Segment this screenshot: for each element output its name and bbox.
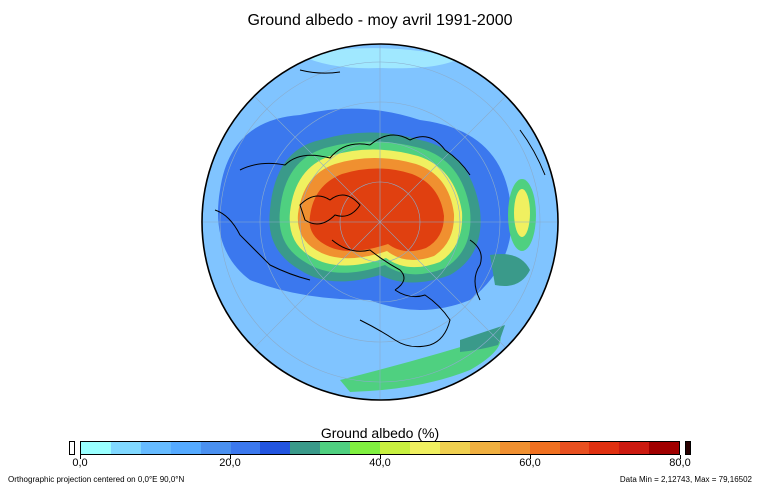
legend-swatch xyxy=(110,442,141,454)
legend-tick-mark xyxy=(230,455,231,459)
legend-swatch xyxy=(649,442,680,454)
legend-swatch xyxy=(320,442,351,454)
legend-swatch xyxy=(140,442,171,454)
legend-tick-label: 0,0 xyxy=(72,457,88,469)
data-range-note: Data Min = 2,12743, Max = 79,16502 xyxy=(619,475,752,484)
legend-title: Ground albedo (%) xyxy=(320,425,440,441)
legend-swatch xyxy=(81,442,111,454)
legend-swatch xyxy=(589,442,620,454)
legend-under-range xyxy=(69,441,75,455)
legend-swatch xyxy=(200,442,231,454)
legend-tick-mark xyxy=(80,455,81,459)
legend-tick-label: 60,0 xyxy=(519,457,541,469)
legend-swatch xyxy=(439,442,470,454)
legend-swatch xyxy=(290,442,321,454)
legend-tick-label: 40,0 xyxy=(369,457,391,469)
legend-swatch xyxy=(380,442,410,454)
legend-tick-label: 80,0 xyxy=(669,457,691,469)
legend-swatch xyxy=(499,442,530,454)
legend-swatch xyxy=(469,442,500,454)
legend-swatch xyxy=(619,442,650,454)
globe-outline xyxy=(201,43,559,401)
legend-swatch xyxy=(230,442,261,454)
projection-note: Orthographic projection centered on 0,0°… xyxy=(8,475,185,484)
graticule xyxy=(202,44,558,400)
legend-tick-label: 20,0 xyxy=(219,457,241,469)
legend-tick-mark xyxy=(680,455,681,459)
legend-swatch xyxy=(409,442,440,454)
legend-colorbar xyxy=(80,441,680,455)
legend-swatch xyxy=(170,442,201,454)
legend-tick-mark xyxy=(380,455,381,459)
map-title: Ground albedo - moy avril 1991-2000 xyxy=(247,12,513,29)
legend-swatch xyxy=(350,442,381,454)
legend-swatch xyxy=(260,442,291,454)
legend-tick-mark xyxy=(530,455,531,459)
legend-swatch xyxy=(559,442,590,454)
albedo-zone-red xyxy=(309,168,444,252)
coastlines xyxy=(214,69,546,348)
legend-over-range xyxy=(685,441,691,455)
legend-swatch xyxy=(529,442,560,454)
